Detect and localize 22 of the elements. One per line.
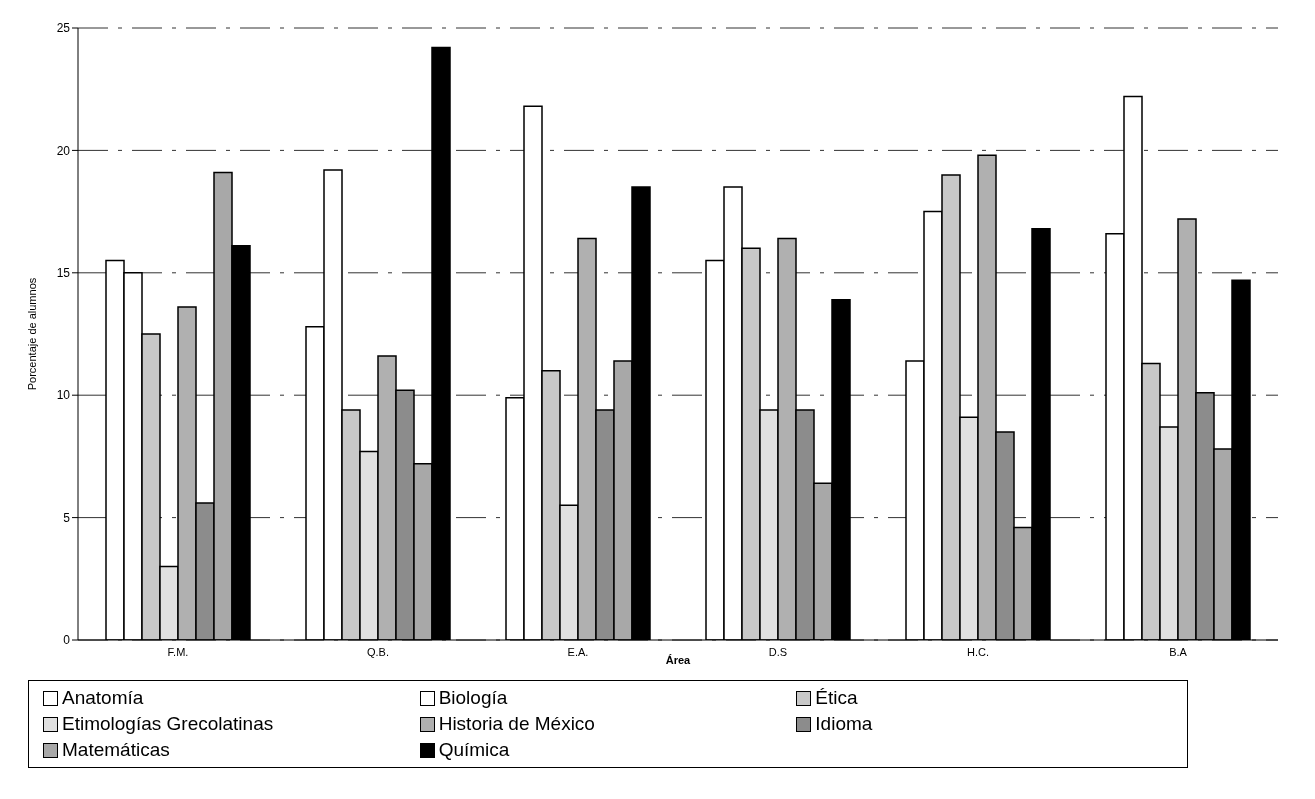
y-tick-label: 15 xyxy=(56,266,71,281)
y-tick-label: 0 xyxy=(63,633,71,648)
legend-label: Anatomía xyxy=(62,687,144,709)
x-tick-label: F.M. xyxy=(167,645,189,658)
legend-label: Ética xyxy=(815,687,858,709)
x-axis-title: Área xyxy=(665,654,692,666)
y-axis-title: Porcentaje de alumnos xyxy=(25,277,38,391)
x-tick-label: B.A xyxy=(1169,645,1188,658)
x-tick-label: E.A. xyxy=(567,645,589,658)
y-tick-label: 10 xyxy=(56,388,71,403)
x-tick-label: D.S xyxy=(768,645,788,658)
y-tick-label: 25 xyxy=(56,21,71,36)
legend-label: Idioma xyxy=(815,713,873,735)
legend-label: Química xyxy=(438,739,510,761)
y-tick-label: 5 xyxy=(63,510,71,525)
legend-label: Etimologías Grecolatinas xyxy=(62,713,274,735)
x-tick-label: H.C. xyxy=(967,645,989,658)
legend-label: Biología xyxy=(438,687,508,709)
y-tick-label: 20 xyxy=(56,143,71,158)
legend-label: Matemáticas xyxy=(62,739,170,761)
x-tick-label: Q.B. xyxy=(366,645,390,658)
legend-label: Historia de México xyxy=(438,713,595,735)
